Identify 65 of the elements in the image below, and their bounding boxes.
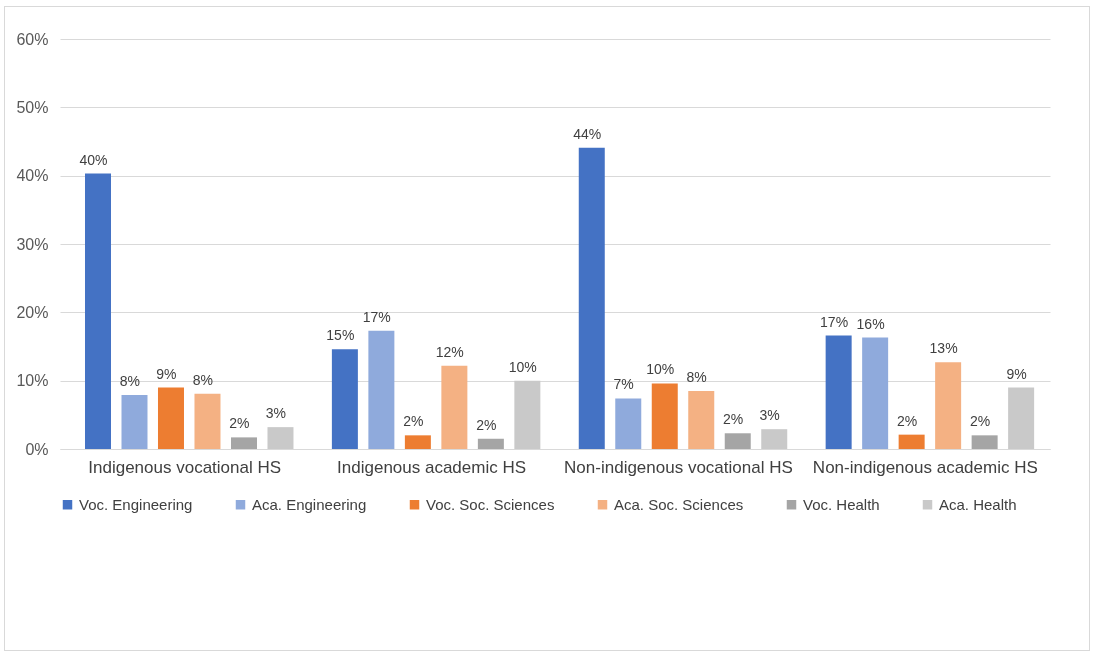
- bar: [724, 433, 751, 449]
- bar: [267, 427, 294, 449]
- legend-label: Aca. Health: [939, 495, 1017, 513]
- legend-label: Voc. Health: [803, 495, 880, 513]
- y-tick-label: 10%: [16, 372, 49, 390]
- data-label: 15%: [326, 327, 355, 344]
- bar: [404, 435, 431, 449]
- bar: [514, 380, 541, 449]
- bar: [862, 337, 889, 449]
- x-tick-label: Indigenous academic HS: [337, 457, 527, 477]
- y-tick-label: 20%: [16, 303, 49, 321]
- y-tick-label: 30%: [16, 235, 49, 253]
- data-label: 17%: [820, 313, 849, 330]
- y-tick-label: 50%: [16, 98, 49, 116]
- data-label: 2%: [403, 413, 424, 430]
- bar: [331, 349, 358, 449]
- bar: [688, 390, 715, 449]
- data-label: 2%: [229, 415, 250, 432]
- x-tick-label: Non-indigenous academic HS: [812, 457, 1038, 477]
- bar: [441, 365, 468, 449]
- bar: [477, 438, 504, 449]
- bar: [194, 393, 221, 449]
- bar: [898, 434, 925, 449]
- data-label: 8%: [686, 368, 707, 385]
- data-label: 2%: [969, 413, 991, 430]
- legend-label: Voc. Engineering: [79, 495, 193, 513]
- data-label: 44%: [573, 125, 602, 142]
- legend-label: Aca. Engineering: [252, 495, 367, 513]
- data-label: 2%: [476, 416, 497, 433]
- data-label: 2%: [896, 412, 918, 429]
- bar: [578, 147, 605, 449]
- bar: [121, 395, 148, 449]
- bar: [761, 429, 788, 449]
- bar: [230, 437, 257, 449]
- data-label: 40%: [79, 151, 108, 168]
- data-label: 3%: [759, 407, 780, 424]
- bar: [368, 330, 395, 449]
- data-label: 7%: [613, 376, 634, 393]
- y-tick-label: 40%: [16, 167, 49, 185]
- x-tick-label: Non-indigenous vocational HS: [564, 457, 793, 477]
- legend-label: Aca. Soc. Sciences: [614, 495, 744, 513]
- data-label: 10%: [646, 361, 675, 378]
- data-label: 9%: [156, 365, 177, 382]
- data-label: 10%: [508, 358, 537, 375]
- data-label: 16%: [856, 315, 885, 332]
- data-label: 8%: [192, 371, 214, 388]
- data-label: 2%: [723, 411, 744, 428]
- bar: [825, 335, 852, 449]
- data-label: 3%: [265, 405, 287, 422]
- data-label: 17%: [362, 308, 391, 325]
- data-label: 9%: [1006, 365, 1027, 382]
- x-tick-label: Indigenous vocational HS: [88, 457, 282, 477]
- bar: [651, 383, 678, 449]
- data-label: 12%: [435, 343, 464, 360]
- bar: [157, 387, 184, 449]
- data-label: 8%: [119, 373, 141, 390]
- bar: [971, 435, 998, 449]
- y-tick-label: 0%: [25, 440, 49, 458]
- bar: [615, 398, 642, 449]
- bar: [1008, 387, 1035, 449]
- bar: [935, 362, 962, 449]
- data-label: 13%: [929, 340, 958, 357]
- bar: [85, 173, 111, 449]
- legend-label: Voc. Soc. Sciences: [426, 495, 555, 513]
- y-tick-label: 60%: [16, 30, 49, 48]
